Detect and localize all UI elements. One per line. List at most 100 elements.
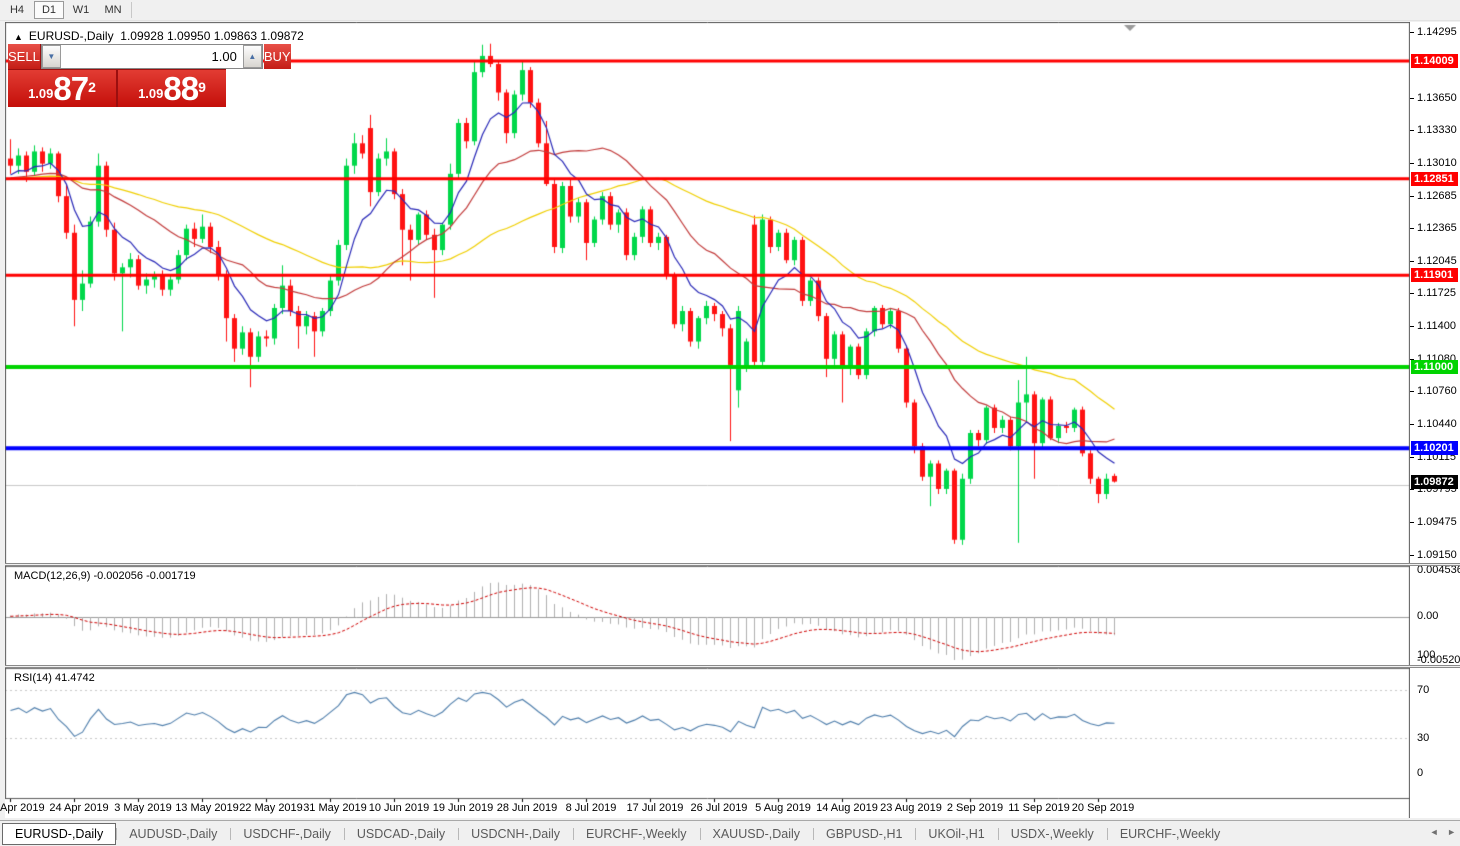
date-tick-label: 22 May 2019 (239, 802, 303, 814)
sell-button[interactable]: SELL (8, 44, 40, 69)
sell-price-prefix: 1.09 (28, 86, 54, 101)
rsi-axis-label: 0 (1417, 767, 1424, 779)
timeframe-toolbar: H4 D1 W1 MN (0, 0, 1460, 21)
symbol-tab-bar: EURUSD-,Daily AUDUSD-,Daily USDCHF-,Daily U… (0, 820, 1460, 846)
price-axis-tick (1410, 456, 1414, 458)
symbol-tab-audusd-daily[interactable]: AUDUSD-,Daily (116, 824, 230, 844)
price-tick-label: 1.13650 (1417, 91, 1457, 104)
price-tick-label: 1.11725 (1417, 287, 1456, 300)
symbol-tab-eurchf-weekly[interactable]: EURCHF-,Weekly (573, 824, 699, 844)
timeframe-button-d1[interactable]: D1 (34, 1, 64, 19)
date-tick-label: 31 May 2019 (303, 802, 367, 814)
date-tick-label: 26 Jul 2019 (690, 802, 748, 814)
price-axis-tick (1410, 228, 1414, 230)
buy-price-sup: 9 (198, 79, 206, 95)
symbol-tab-ukoil-h1[interactable]: UKOil-,H1 (915, 824, 997, 844)
price-tick-label: 1.11400 (1417, 320, 1456, 333)
macd-axis-label: 0.004536 (1417, 564, 1460, 576)
tab-scroll-right-icon[interactable]: ► (1447, 827, 1456, 837)
chart-ohlc-readout: 1.09928 1.09950 1.09863 1.09872 (120, 29, 304, 43)
price-tick-label: 1.09150 (1417, 548, 1457, 561)
volume-increase-button[interactable]: ▲ (242, 45, 262, 68)
symbol-tab-eurusd-daily[interactable]: EURUSD-,Daily (2, 822, 117, 845)
volume-decrease-button[interactable]: ▼ (41, 45, 61, 68)
symbol-tab-usdchf-daily[interactable]: USDCHF-,Daily (230, 824, 344, 844)
price-tick-label: 1.09475 (1417, 515, 1457, 528)
price-chart-canvas[interactable] (5, 22, 1410, 818)
timeframe-button-h4[interactable]: H4 (9, 4, 25, 16)
price-axis-tick (1410, 521, 1414, 523)
date-tick-label: 10 Jun 2019 (368, 802, 430, 814)
price-axis-tick (1410, 391, 1414, 393)
date-tick-label: 2 Sep 2019 (946, 802, 1004, 814)
price-tick-label: 1.10440 (1417, 417, 1457, 430)
price-tick-label: 1.12045 (1417, 254, 1457, 267)
tab-scroll-left-icon[interactable]: ◄ (1429, 827, 1439, 837)
price-tick-label: 1.10760 (1417, 385, 1457, 398)
timeframe-button-mn[interactable]: MN (104, 4, 122, 16)
symbol-tab-gbpusd-h1[interactable]: GBPUSD-,H1 (813, 824, 915, 844)
price-axis-tick (1410, 293, 1414, 295)
price-axis: 1.14295 1.13650 1.13330 1.13010 1.12685 1.123… (1410, 22, 1460, 818)
price-tick-label: 1.14295 (1417, 26, 1457, 39)
chart-symbol-label: EURUSD-,Daily (28, 29, 114, 43)
price-tick-label: 1.13010 (1417, 156, 1457, 169)
rsi-panel-splitter[interactable] (5, 665, 1460, 668)
timeframe-button-w1[interactable]: W1 (72, 4, 90, 16)
buy-price-big: 88 (163, 70, 199, 107)
price-axis-tick (1410, 32, 1414, 34)
price-axis-tick (1410, 423, 1414, 425)
symbol-tab-eurchf-weekly[interactable]: EURCHF-,Weekly (1106, 824, 1233, 844)
price-tick-label: 1.13330 (1417, 124, 1457, 137)
date-tick-label: 13 May 2019 (175, 802, 239, 814)
price-axis-tick (1410, 162, 1414, 164)
date-tick-label: 23 Aug 2019 (880, 802, 942, 814)
price-level-badge: 1.12851 (1411, 171, 1458, 186)
macd-panel-splitter[interactable] (5, 563, 1460, 566)
chart-window (5, 22, 1410, 818)
price-tick-label: 1.12685 (1417, 189, 1457, 202)
price-axis-tick (1410, 554, 1414, 556)
volume-input[interactable] (60, 45, 243, 68)
buy-button[interactable]: BUY (263, 44, 291, 69)
buy-price-prefix: 1.09 (138, 86, 164, 101)
symbol-tab-xauusd-daily[interactable]: XAUUSD-,Daily (699, 824, 814, 844)
price-level-badge: 1.14009 (1411, 54, 1458, 69)
price-axis-tick (1410, 195, 1414, 197)
rsi-axis-label: 100 (1417, 649, 1436, 661)
date-tick-label: 11 Sep 2019 (1008, 802, 1070, 814)
rsi-axis-label: 70 (1417, 684, 1430, 697)
symbol-tab-usdcnh-daily[interactable]: USDCNH-,Daily (458, 824, 573, 844)
date-tick-label: 5 Aug 2019 (755, 802, 811, 814)
sell-price-box[interactable]: 1.09 87 2 (8, 70, 116, 107)
price-level-badge: 1.11901 (1411, 268, 1458, 283)
symbol-tab-usdx-weekly[interactable]: USDX-,Weekly (997, 824, 1107, 844)
macd-indicator-label: MACD(12,26,9) -0.002056 -0.001719 (14, 570, 196, 582)
one-click-trading-panel: SELL ▼ ▲ BUY 1.09 87 2 1.09 88 9 (8, 44, 291, 107)
symbol-tab-usdcad-daily[interactable]: USDCAD-,Daily (343, 824, 458, 844)
collapse-arrow-icon[interactable]: ▲ (14, 32, 23, 42)
price-axis-tick (1410, 97, 1414, 99)
price-level-badge: 1.10201 (1411, 441, 1458, 456)
date-tick-label: 20 Sep 2019 (1071, 802, 1135, 814)
price-axis-tick (1410, 358, 1414, 360)
volume-stepper: ▼ ▲ (40, 44, 263, 69)
tab-scroll-arrows: ◄ ► (1424, 827, 1456, 837)
date-tick-label: 14 Apr 2019 (0, 802, 45, 814)
buy-price-box[interactable]: 1.09 88 9 (118, 70, 226, 107)
macd-axis-label: -0.005205 (1417, 654, 1460, 666)
date-tick-label: 14 Aug 2019 (816, 802, 878, 814)
price-level-badge: 1.09872 (1411, 474, 1458, 489)
macd-axis-label: 0.00 (1417, 610, 1439, 622)
price-axis-tick (1410, 260, 1414, 262)
price-tick-label: 1.12365 (1417, 222, 1457, 235)
sell-price-big: 87 (53, 70, 89, 107)
date-tick-label: 17 Jul 2019 (626, 802, 684, 814)
date-tick-label: 19 Jun 2019 (432, 802, 494, 814)
price-axis-tick (1410, 326, 1414, 328)
rsi-axis-label: 30 (1417, 731, 1430, 744)
chart-title: ▲ EURUSD-,Daily 1.09928 1.09950 1.09863 1… (14, 29, 304, 43)
price-axis-tick (1410, 130, 1414, 132)
date-tick-label: 8 Jul 2019 (565, 802, 617, 814)
